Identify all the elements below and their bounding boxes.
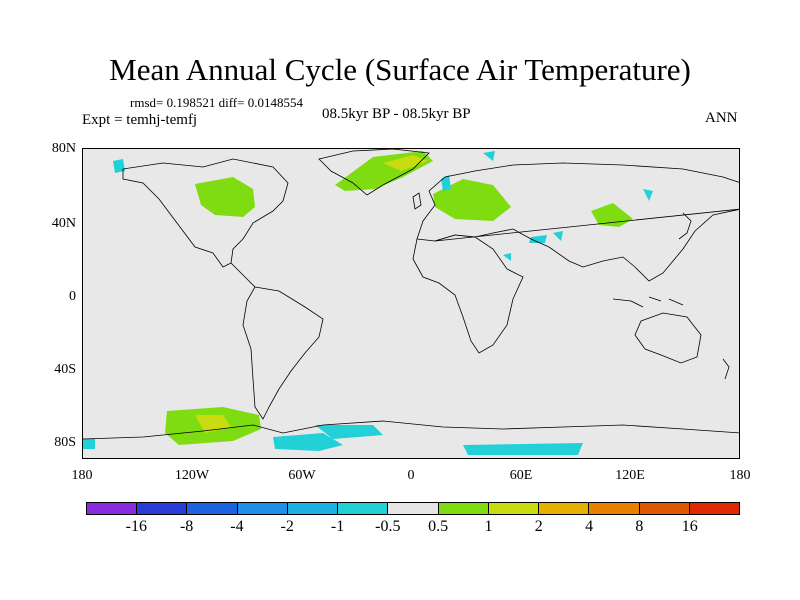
colorbar-tick-label: -8 bbox=[179, 518, 194, 535]
lat-label-40n: 40N bbox=[51, 216, 76, 231]
colorbar-swatch bbox=[539, 503, 590, 514]
japan-coast bbox=[678, 212, 692, 240]
lon-label-0: 0 bbox=[407, 468, 415, 483]
colorbar-tick-label: 4 bbox=[585, 518, 594, 535]
central-america-coast bbox=[230, 262, 256, 288]
australia-coast bbox=[634, 312, 702, 364]
south-america-coast bbox=[242, 286, 324, 420]
lon-label-180e: 180 bbox=[729, 468, 751, 483]
new-zealand-coast bbox=[722, 358, 730, 380]
colorbar-tick-label: 2 bbox=[534, 518, 543, 535]
asia-cool-patches bbox=[503, 231, 563, 261]
greenland-warm-region bbox=[335, 151, 433, 191]
antarctica-coast bbox=[83, 420, 739, 440]
experiment-label: Expt = temhj-temfj bbox=[82, 112, 198, 128]
colorbar-tick-label: -2 bbox=[280, 518, 294, 535]
greenland-strong-region bbox=[383, 155, 428, 171]
world-map bbox=[83, 149, 739, 455]
lon-label-60e: 60E bbox=[509, 468, 533, 483]
lat-label-80n: 80N bbox=[51, 141, 76, 156]
lon-label-120w: 120W bbox=[174, 468, 210, 483]
colorbar-tick-label: -4 bbox=[230, 518, 244, 535]
lon-label-120e: 120E bbox=[615, 468, 645, 483]
colorbar-tick-label: 8 bbox=[635, 518, 644, 535]
colorbar-swatch bbox=[187, 503, 238, 514]
colorbar-tick-label: 0.5 bbox=[428, 518, 449, 535]
uk-coast bbox=[412, 192, 422, 210]
europe-russia-warm-region bbox=[433, 179, 511, 221]
lon-label-180w: 180 bbox=[71, 468, 93, 483]
colorbar-swatch bbox=[388, 503, 439, 514]
period-label: 08.5kyr BP - 08.5kyr BP bbox=[322, 106, 471, 122]
scandinavia-cool-region bbox=[441, 175, 451, 191]
plot-title: Mean Annual Cycle (Surface Air Temperatu… bbox=[109, 52, 691, 87]
eurasia-coast bbox=[416, 162, 739, 282]
colorbar-tick-label: -16 bbox=[125, 518, 147, 535]
colorbar-swatch bbox=[87, 503, 138, 514]
colorbar-tick-label: 16 bbox=[681, 518, 698, 535]
coastlines bbox=[83, 149, 739, 440]
season-label: ANN bbox=[705, 110, 738, 126]
colorbar-swatch bbox=[589, 503, 640, 514]
lat-label-0: 0 bbox=[69, 289, 76, 304]
stats-text: rmsd= 0.198521 diff= 0.0148554 bbox=[130, 95, 303, 110]
central-asia-warm-region bbox=[591, 203, 633, 227]
colorbar-swatch bbox=[338, 503, 389, 514]
lon-label-60w: 60W bbox=[288, 468, 316, 483]
colorbar-swatch bbox=[438, 503, 489, 514]
north-america-coast bbox=[122, 158, 289, 268]
anomaly-shading bbox=[83, 151, 653, 455]
lat-label-40s: 40S bbox=[54, 362, 76, 377]
lat-label-80s: 80S bbox=[54, 435, 76, 450]
colorbar-swatch bbox=[639, 503, 690, 514]
africa-coast bbox=[412, 234, 524, 354]
antarctic-coast-cool-region bbox=[83, 425, 583, 455]
colorbar-tick-label: -0.5 bbox=[375, 518, 401, 535]
colorbar-tick-label: 1 bbox=[484, 518, 493, 535]
colorbar-tick-label: -1 bbox=[330, 518, 345, 535]
north-america-warm-region bbox=[195, 177, 255, 217]
indonesia-coast bbox=[612, 296, 684, 308]
colorbar-swatch bbox=[689, 503, 740, 514]
greenland-coast bbox=[318, 149, 430, 196]
colorbar-swatch bbox=[287, 503, 339, 514]
map-panel bbox=[82, 148, 740, 459]
colorbar-swatch bbox=[237, 503, 288, 514]
colorbar bbox=[86, 502, 740, 515]
colorbar-swatch bbox=[137, 503, 188, 514]
colorbar-swatch bbox=[488, 503, 540, 514]
